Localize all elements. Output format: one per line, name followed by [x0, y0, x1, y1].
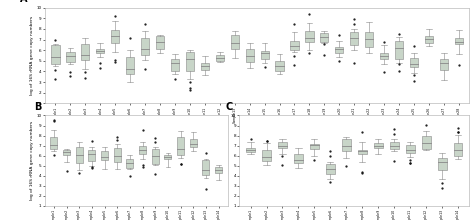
Bar [156, 36, 164, 49]
Bar [96, 49, 104, 53]
Bar [139, 146, 146, 154]
Bar [81, 44, 90, 60]
Bar [422, 136, 430, 149]
Bar [76, 147, 83, 163]
Bar [216, 55, 224, 61]
Bar [278, 142, 287, 148]
Bar [164, 155, 172, 159]
Bar [380, 53, 388, 59]
Bar [246, 148, 255, 152]
Text: A: A [19, 0, 27, 4]
Y-axis label: log of 16S rRNA gene copy numbers: log of 16S rRNA gene copy numbers [30, 16, 34, 95]
Bar [390, 141, 399, 149]
Text: B: B [34, 102, 41, 112]
Bar [438, 158, 447, 171]
Bar [342, 139, 351, 151]
Bar [326, 164, 335, 174]
Bar [89, 150, 95, 161]
Y-axis label: log of 16S rRNA gene copy numbers: log of 16S rRNA gene copy numbers [30, 121, 34, 200]
Bar [201, 63, 209, 70]
Bar [190, 139, 197, 147]
Bar [410, 58, 418, 67]
Bar [126, 57, 134, 74]
Bar [358, 150, 367, 154]
Bar [305, 31, 313, 42]
Bar [275, 61, 283, 72]
Bar [425, 36, 433, 43]
Bar [395, 41, 403, 59]
Bar [261, 51, 269, 59]
Bar [215, 167, 222, 173]
Bar [294, 154, 303, 163]
Bar [455, 38, 463, 44]
Bar [101, 151, 108, 160]
Bar [440, 59, 448, 70]
Bar [335, 47, 343, 53]
Bar [127, 159, 133, 168]
Bar [152, 149, 159, 164]
Bar [202, 160, 210, 175]
Bar [50, 137, 57, 149]
Text: C: C [226, 102, 233, 112]
Bar [171, 59, 179, 71]
Bar [291, 41, 299, 50]
Bar [114, 148, 121, 162]
Bar [177, 137, 184, 155]
Bar [63, 150, 70, 155]
Bar [111, 29, 119, 43]
Bar [186, 52, 194, 71]
Bar [310, 144, 319, 149]
Bar [231, 35, 239, 49]
Bar [365, 32, 374, 47]
Bar [374, 143, 383, 148]
Bar [262, 150, 271, 161]
Bar [141, 38, 149, 55]
Bar [66, 52, 74, 62]
Bar [406, 145, 415, 153]
Bar [246, 49, 254, 62]
Bar [51, 45, 60, 64]
Bar [350, 32, 358, 45]
Bar [320, 33, 328, 42]
Bar [454, 143, 463, 156]
